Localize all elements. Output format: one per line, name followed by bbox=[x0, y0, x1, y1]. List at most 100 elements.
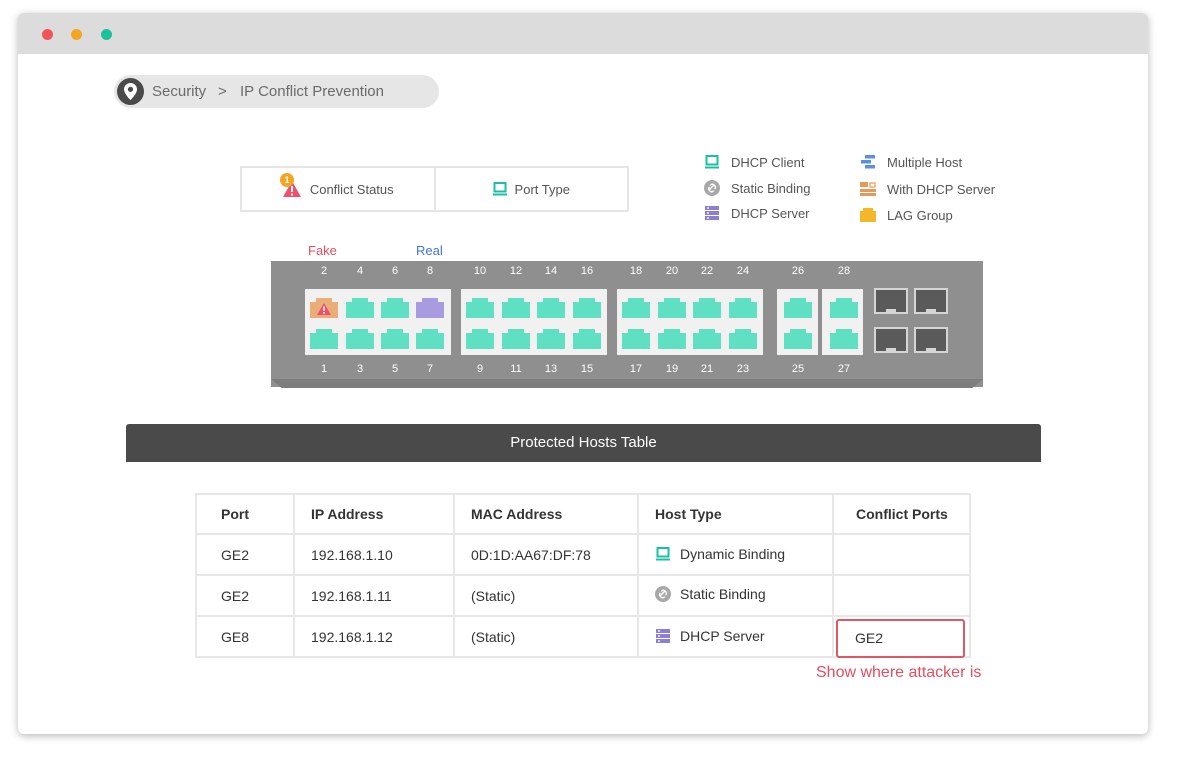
maximize-window-button[interactable] bbox=[101, 29, 112, 40]
port-number-label: 28 bbox=[837, 265, 851, 277]
app-window: Security > IP Conflict Prevention 1 Conf… bbox=[18, 13, 1148, 734]
port-number-label: 6 bbox=[391, 265, 399, 277]
cell-ip-address: 192.168.1.11 bbox=[293, 574, 455, 617]
port-number-label: 4 bbox=[356, 265, 364, 277]
attacker-annotation: Show where attacker is bbox=[816, 664, 982, 681]
port-number-label: 24 bbox=[736, 265, 750, 277]
sfp-port[interactable] bbox=[914, 288, 948, 314]
table-header-row: Port IP Address MAC Address Host Type Co… bbox=[195, 493, 971, 535]
cell-mac-address: 0D:1D:AA67:DF:78 bbox=[453, 533, 639, 576]
legend-static-binding: Static Binding bbox=[704, 179, 811, 197]
table-row[interactable]: GE2 192.168.1.11 (Static) Static Binding bbox=[195, 574, 971, 617]
attacker-port-highlight[interactable]: GE2 bbox=[836, 619, 965, 658]
sfp-port[interactable] bbox=[874, 327, 908, 353]
port-16[interactable] bbox=[573, 296, 601, 320]
port-number-label: 10 bbox=[473, 265, 487, 277]
column-header-host-type[interactable]: Host Type bbox=[637, 493, 834, 535]
monitor-icon bbox=[704, 154, 720, 170]
multi-host-icon bbox=[860, 154, 876, 170]
dhcp-server-host-icon bbox=[860, 181, 876, 197]
cell-mac-address: (Static) bbox=[453, 615, 639, 658]
port-number-label: 23 bbox=[736, 363, 750, 375]
port-20[interactable] bbox=[658, 296, 686, 320]
port-28[interactable] bbox=[830, 296, 858, 320]
port-7[interactable] bbox=[416, 327, 444, 351]
column-header-ip-address[interactable]: IP Address bbox=[293, 493, 455, 535]
port-5[interactable] bbox=[381, 327, 409, 351]
column-header-mac-address[interactable]: MAC Address bbox=[453, 493, 639, 535]
breadcrumb-section[interactable]: Security bbox=[152, 83, 207, 100]
protected-hosts-table-title: Protected Hosts Table bbox=[126, 424, 1041, 462]
server-icon bbox=[704, 205, 720, 221]
port-number-label: 8 bbox=[426, 265, 434, 277]
port-2-fake-conflict[interactable] bbox=[310, 296, 338, 320]
port-number-label: 18 bbox=[629, 265, 643, 277]
port-11[interactable] bbox=[502, 327, 530, 351]
port-number-label: 2 bbox=[320, 265, 328, 277]
port-1[interactable] bbox=[310, 327, 338, 351]
port-number-label: 1 bbox=[320, 363, 328, 375]
sfp-port[interactable] bbox=[914, 327, 948, 353]
port-number-label: 3 bbox=[356, 363, 364, 375]
protected-hosts-table: Port IP Address MAC Address Host Type Co… bbox=[195, 493, 971, 658]
port-21[interactable] bbox=[693, 327, 721, 351]
table-row[interactable]: GE8 192.168.1.12 (Static) DHCP Server bbox=[195, 615, 971, 658]
tab-label: Conflict Status bbox=[309, 181, 394, 197]
port-15[interactable] bbox=[573, 327, 601, 351]
port-17[interactable] bbox=[622, 327, 650, 351]
cell-host-type: Dynamic Binding bbox=[637, 533, 834, 576]
column-header-port[interactable]: Port bbox=[195, 493, 295, 535]
tab-conflict-status[interactable]: 1 Conflict Status bbox=[242, 168, 434, 210]
cell-conflict-ports bbox=[832, 533, 971, 576]
port-13[interactable] bbox=[537, 327, 565, 351]
port-number-label: 9 bbox=[476, 363, 484, 375]
port-26[interactable] bbox=[784, 296, 812, 320]
link-icon bbox=[655, 586, 671, 602]
port-22[interactable] bbox=[693, 296, 721, 320]
tab-label: Port Type bbox=[514, 181, 570, 197]
port-24[interactable] bbox=[729, 296, 757, 320]
port-number-label: 19 bbox=[665, 363, 679, 375]
close-window-button[interactable] bbox=[42, 29, 53, 40]
tab-port-type[interactable]: Port Type bbox=[433, 168, 628, 210]
port-10[interactable] bbox=[466, 296, 494, 320]
port-18[interactable] bbox=[622, 296, 650, 320]
breadcrumb-separator: > bbox=[218, 83, 227, 100]
port-25[interactable] bbox=[784, 327, 812, 351]
monitor-icon bbox=[492, 182, 507, 196]
port-number-label: 12 bbox=[509, 265, 523, 277]
legend-with-dhcp-server: With DHCP Server bbox=[860, 180, 995, 198]
port-27[interactable] bbox=[830, 327, 858, 351]
view-tabs: 1 Conflict Status Port Type bbox=[240, 166, 629, 212]
minimize-window-button[interactable] bbox=[71, 29, 82, 40]
port-12[interactable] bbox=[502, 296, 530, 320]
port-14[interactable] bbox=[537, 296, 565, 320]
cell-host-type: Static Binding bbox=[637, 574, 834, 617]
port-3[interactable] bbox=[346, 327, 374, 351]
fake-port-label: Fake bbox=[308, 243, 337, 258]
port-8-real-dhcp-server[interactable] bbox=[416, 296, 444, 320]
table-row[interactable]: GE2 192.168.1.10 0D:1D:AA67:DF:78 Dynami… bbox=[195, 533, 971, 576]
port-number-label: 14 bbox=[544, 265, 558, 277]
breadcrumb-current-page: IP Conflict Prevention bbox=[240, 83, 384, 100]
breadcrumb: Security > IP Conflict Prevention bbox=[114, 75, 439, 108]
title-bar bbox=[18, 13, 1148, 54]
legend-dhcp-client: DHCP Client bbox=[704, 153, 804, 171]
port-number-label: 22 bbox=[700, 265, 714, 277]
port-6[interactable] bbox=[381, 296, 409, 320]
warning-icon bbox=[282, 181, 301, 197]
port-number-label: 26 bbox=[791, 265, 805, 277]
lag-group-icon bbox=[860, 207, 876, 223]
port-23[interactable] bbox=[729, 327, 757, 351]
port-19[interactable] bbox=[658, 327, 686, 351]
cell-conflict-ports bbox=[832, 574, 971, 617]
port-9[interactable] bbox=[466, 327, 494, 351]
port-number-label: 20 bbox=[665, 265, 679, 277]
port-number-label: 5 bbox=[391, 363, 399, 375]
cell-port: GE8 bbox=[195, 615, 295, 658]
port-4[interactable] bbox=[346, 296, 374, 320]
sfp-port[interactable] bbox=[874, 288, 908, 314]
column-header-conflict-ports[interactable]: Conflict Ports bbox=[832, 493, 971, 535]
cell-host-type: DHCP Server bbox=[637, 615, 834, 658]
cell-ip-address: 192.168.1.10 bbox=[293, 533, 455, 576]
